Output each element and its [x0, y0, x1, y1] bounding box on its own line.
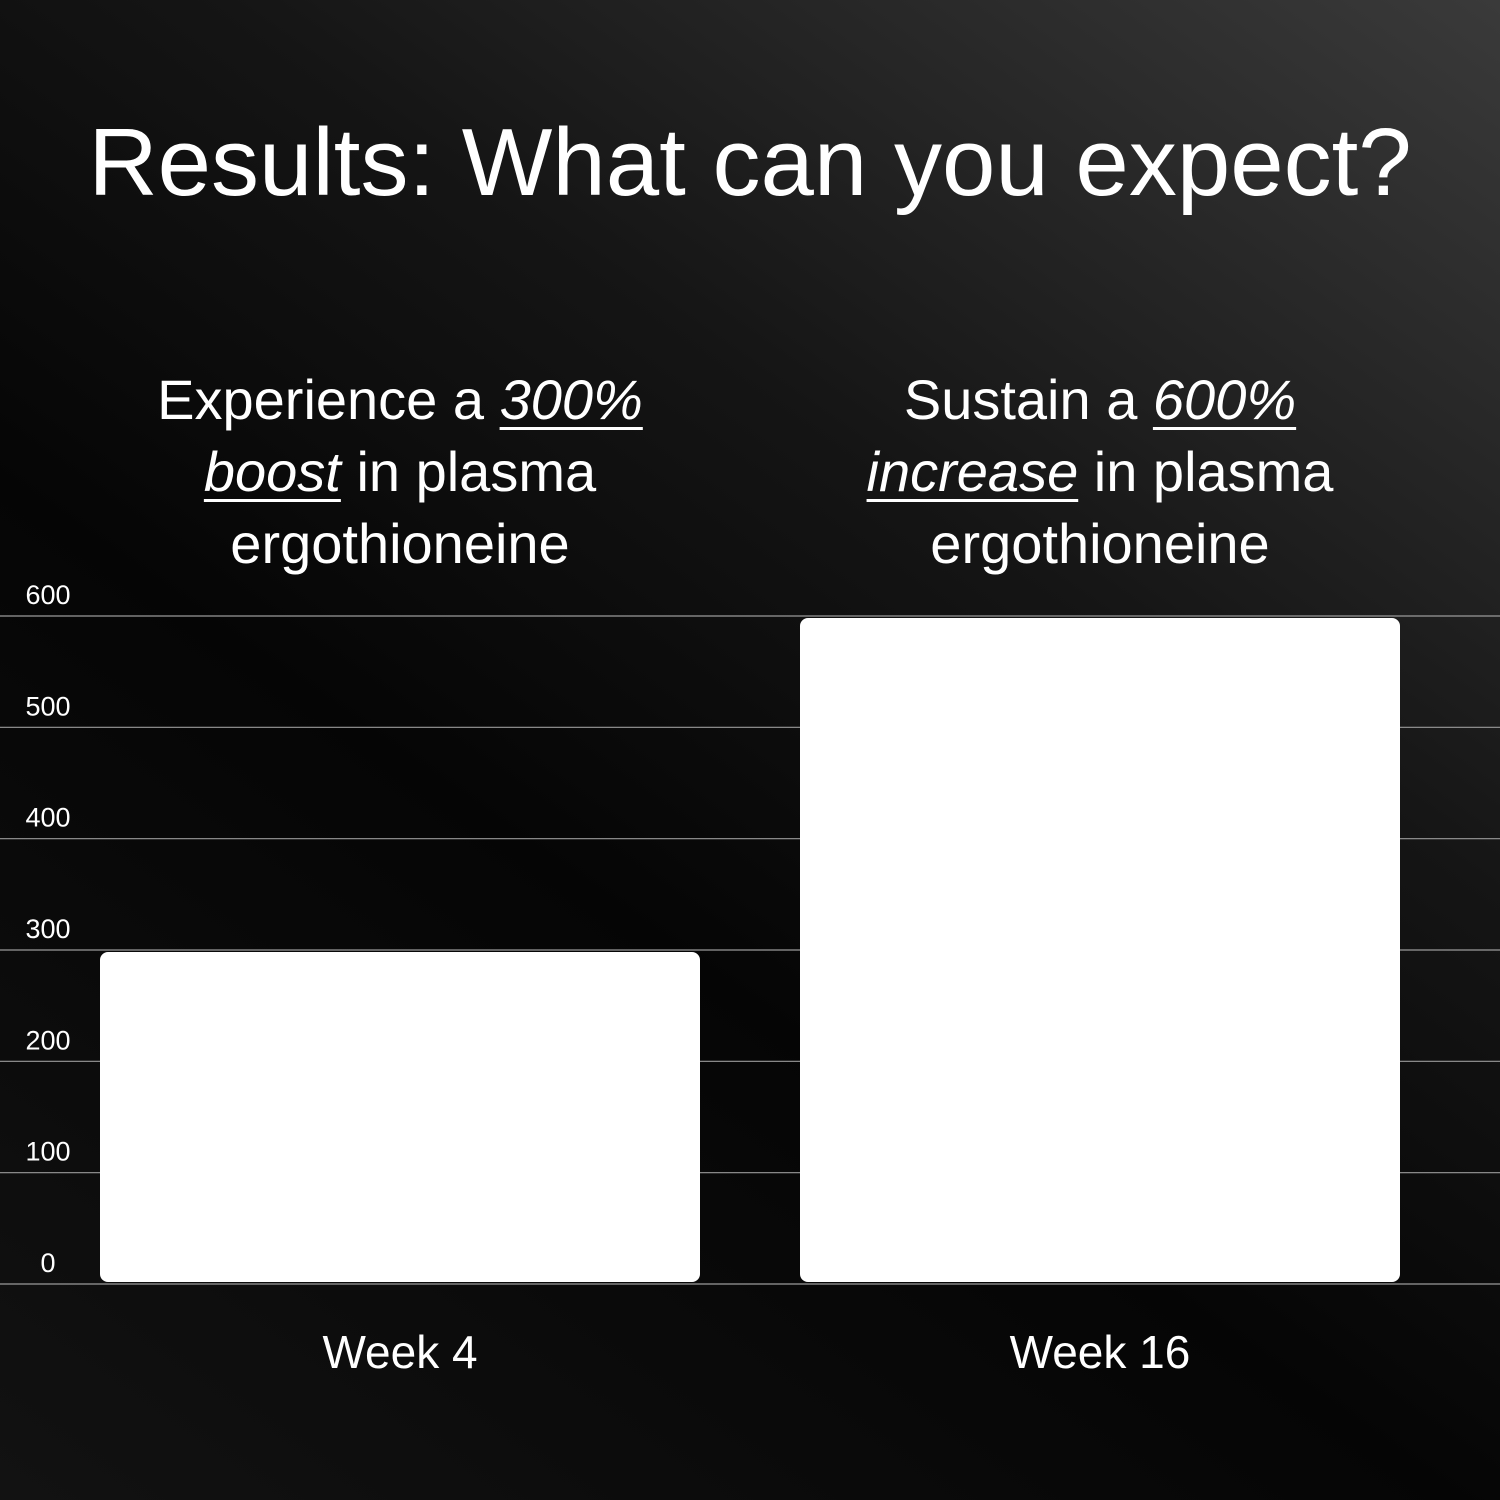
y-tick-label: 300 — [25, 914, 70, 944]
y-tick-label: 600 — [25, 580, 70, 610]
x-tick-label: Week 4 — [322, 1326, 477, 1378]
annotation-line: increase in plasma — [780, 436, 1420, 508]
annotation-text: ergothioneine — [230, 512, 570, 575]
bar — [800, 618, 1400, 1282]
x-tick-label: Week 16 — [1010, 1326, 1191, 1378]
annotation-line: Sustain a 600% — [780, 364, 1420, 436]
annotation-text: Sustain a — [903, 368, 1138, 431]
annotation-emphasis: 300% — [499, 368, 643, 431]
annotation-line: ergothioneine — [80, 508, 720, 580]
annotation-text: in plasma — [1093, 440, 1334, 503]
annotation-line: boost in plasma — [80, 436, 720, 508]
annotation: Experience a 300% boost in plasma ergothio… — [80, 364, 720, 580]
annotation-text: Experience a — [157, 368, 485, 431]
y-tick-label: 400 — [25, 803, 70, 833]
annotation-emphasis: increase — [866, 440, 1079, 503]
annotation-text: ergothioneine — [930, 512, 1270, 575]
annotation-line: ergothioneine — [780, 508, 1420, 580]
annotation-emphasis: 600% — [1152, 368, 1297, 431]
y-tick-label: 500 — [25, 691, 70, 721]
y-tick-label: 200 — [25, 1025, 70, 1055]
annotation: Sustain a 600% increase in plasma ergothio… — [780, 364, 1420, 580]
annotation-text: in plasma — [356, 440, 597, 503]
bar — [100, 952, 700, 1282]
chart-title: Results: What can you expect? — [88, 109, 1411, 216]
y-tick-label: 100 — [25, 1137, 70, 1167]
annotation-line: Experience a 300% — [80, 364, 720, 436]
annotation-emphasis: boost — [203, 440, 341, 503]
y-tick-label: 0 — [40, 1248, 55, 1278]
